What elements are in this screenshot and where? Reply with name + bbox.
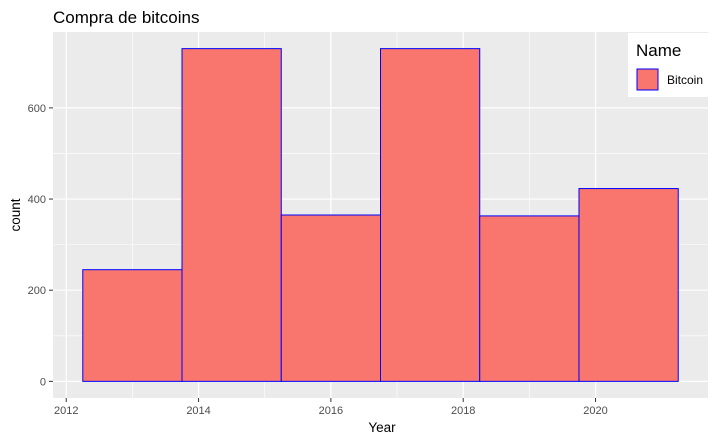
legend-key-bitcoin <box>636 68 659 91</box>
bar-0 <box>82 269 183 382</box>
bar-1 <box>181 48 282 382</box>
y-tick-label: 200 <box>28 285 46 297</box>
y-axis-title: count <box>8 198 23 231</box>
x-tick-label: 2014 <box>186 405 210 417</box>
legend-label-bitcoin: Bitcoin <box>667 73 703 87</box>
bar-4 <box>479 215 580 382</box>
x-axis-title: Year <box>368 420 396 435</box>
y-tick-label: 0 <box>40 376 46 388</box>
x-tick-label: 2012 <box>54 405 78 417</box>
bar-5 <box>578 188 679 382</box>
bar-2 <box>280 214 381 382</box>
y-axis: 0 200 400 600 <box>28 103 53 388</box>
x-tick-label: 2018 <box>451 405 475 417</box>
x-tick-label: 2016 <box>319 405 343 417</box>
chart-title: Compra de bitcoins <box>53 8 199 27</box>
y-tick-label: 600 <box>28 103 46 115</box>
bar-3 <box>380 48 481 382</box>
y-tick-label: 400 <box>28 194 46 206</box>
x-axis: 2012 2014 2016 2018 2020 <box>54 398 608 417</box>
legend: Name Bitcoin <box>628 33 708 97</box>
bars <box>82 48 679 382</box>
legend-title: Name <box>636 41 681 60</box>
x-tick-label: 2020 <box>583 405 607 417</box>
